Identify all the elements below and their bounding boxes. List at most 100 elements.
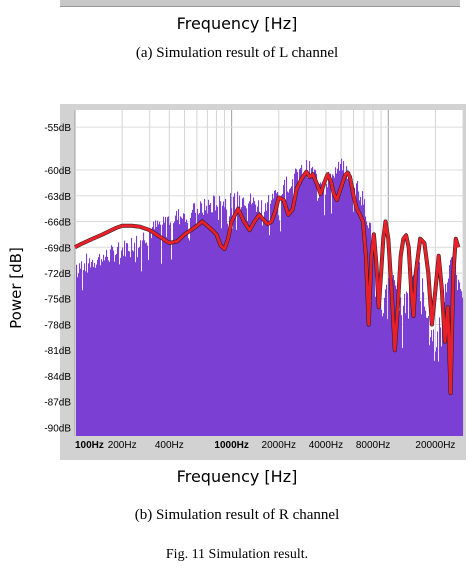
spectrum-bar — [118, 242, 120, 436]
spectrum-bar — [329, 179, 331, 436]
spectrum-bar — [133, 251, 135, 436]
spectrum-bar — [364, 199, 366, 436]
spectrum-bar — [230, 193, 232, 436]
x-tick-label: 20000Hz — [415, 440, 455, 451]
spectrum-bar — [216, 205, 218, 436]
spectrum-bar — [277, 191, 279, 436]
spectrum-bar — [417, 266, 419, 436]
spectrum-bar — [315, 170, 317, 437]
spectrum-bar — [298, 183, 300, 436]
spectrum-bar — [107, 256, 109, 436]
spectrum-bar — [197, 208, 199, 436]
x-tick-label: 200Hz — [108, 440, 137, 451]
caption-r-channel: (b) Simulation result of R channel — [134, 507, 340, 523]
spectrum-bar — [148, 260, 150, 436]
spectrum-bar — [302, 177, 304, 436]
spectrum-bar — [201, 203, 203, 436]
spectrum-bar — [305, 173, 307, 436]
spectrum-bar — [200, 201, 202, 436]
spectrum-layer — [76, 158, 464, 437]
spectrum-bar — [193, 203, 195, 436]
spectrum-bar — [176, 210, 178, 436]
spectrum-bar — [239, 195, 241, 436]
spectrum-bar — [438, 361, 440, 436]
spectrum-bar — [433, 329, 435, 436]
spectrum-bar — [317, 200, 319, 436]
spectrum-bar — [372, 244, 374, 436]
spectrum-bar — [393, 275, 395, 436]
spectrum-bar — [461, 291, 463, 436]
spectrum-bar — [355, 197, 357, 436]
spectrum-bar — [223, 201, 225, 436]
spectrum-bar — [76, 264, 78, 436]
spectrum-bar — [391, 277, 393, 436]
spectrum-bar — [414, 277, 416, 436]
spectrum-bar — [123, 255, 125, 436]
spectrum-bar — [405, 313, 407, 436]
spectrum-bar — [156, 226, 158, 436]
spectrum-bar — [182, 218, 184, 436]
spectrum-bar — [323, 182, 325, 436]
spectrum-bar — [88, 263, 90, 436]
y-tick-label: -84dB — [44, 372, 71, 383]
spectrum-bar — [77, 277, 79, 436]
spectrum-bar — [286, 176, 288, 436]
spectrum-bar — [278, 215, 280, 436]
spectrum-bar — [172, 241, 174, 436]
spectrum-bar — [344, 179, 346, 436]
spectrum-bar — [403, 305, 405, 436]
spectrum-bar — [386, 284, 388, 436]
spectrum-bar — [195, 212, 197, 436]
spectrum-bar — [425, 310, 427, 436]
spectrum-bar — [238, 206, 240, 436]
spectrum-bar — [287, 191, 289, 436]
spectrum-bar — [169, 224, 171, 436]
spectrum-bar — [390, 281, 392, 436]
spectrum-bar — [254, 201, 256, 436]
spectrum-bar — [90, 267, 92, 436]
spectrum-bar — [400, 297, 402, 436]
spectrum-bar — [80, 268, 82, 436]
previous-chart-strip — [60, 0, 460, 7]
spectrum-bar — [392, 305, 394, 436]
spectrum-bar — [291, 186, 293, 436]
spectrum-bar — [418, 266, 420, 436]
spectrum-bar — [332, 174, 334, 436]
spectrum-bar — [370, 223, 372, 436]
spectrum-bar — [154, 229, 156, 436]
spectrum-bar — [324, 215, 326, 436]
spectrum-bar — [129, 251, 131, 436]
spectrum-bar — [325, 194, 327, 436]
spectrum-bar — [167, 217, 169, 436]
spectrum-bar — [341, 158, 343, 436]
spectrum-bar — [94, 262, 96, 436]
spectrum-bar — [163, 216, 165, 436]
spectrum-bar — [144, 240, 146, 436]
spectrum-bar — [83, 269, 85, 436]
caption-l-channel: (a) Simulation result of L channel — [135, 45, 339, 61]
spectrum-bar — [92, 259, 94, 436]
spectrum-bar — [404, 293, 406, 436]
spectrum-bar — [252, 202, 254, 436]
spectrum-bar — [293, 208, 295, 436]
spectrum-bar — [365, 216, 367, 436]
spectrum-bar — [327, 187, 329, 436]
spectrum-bar — [441, 346, 443, 436]
y-tick-label: -60dB — [44, 166, 71, 177]
spectrum-bar — [117, 246, 119, 436]
spectrum-bar — [184, 213, 186, 436]
spectrum-bar — [143, 232, 145, 436]
spectrum-bar — [199, 213, 201, 436]
spectrum-bar — [388, 278, 390, 436]
spectrum-bar — [446, 292, 448, 436]
spectrum-bar — [434, 360, 436, 436]
spectrum-bar — [380, 304, 382, 436]
spectrum-bar — [361, 205, 363, 436]
spectrum-bar — [444, 302, 446, 436]
spectrum-bar — [401, 315, 403, 436]
spectrum-bar — [146, 242, 148, 436]
spectrum-bar — [274, 190, 276, 436]
y-tick-labels: -55dB -60dB -63dB -66dB -69dB -72dB -75dB -78dB… — [44, 123, 71, 434]
spectrum-bar — [310, 176, 312, 436]
spectrum-bar — [115, 254, 117, 436]
